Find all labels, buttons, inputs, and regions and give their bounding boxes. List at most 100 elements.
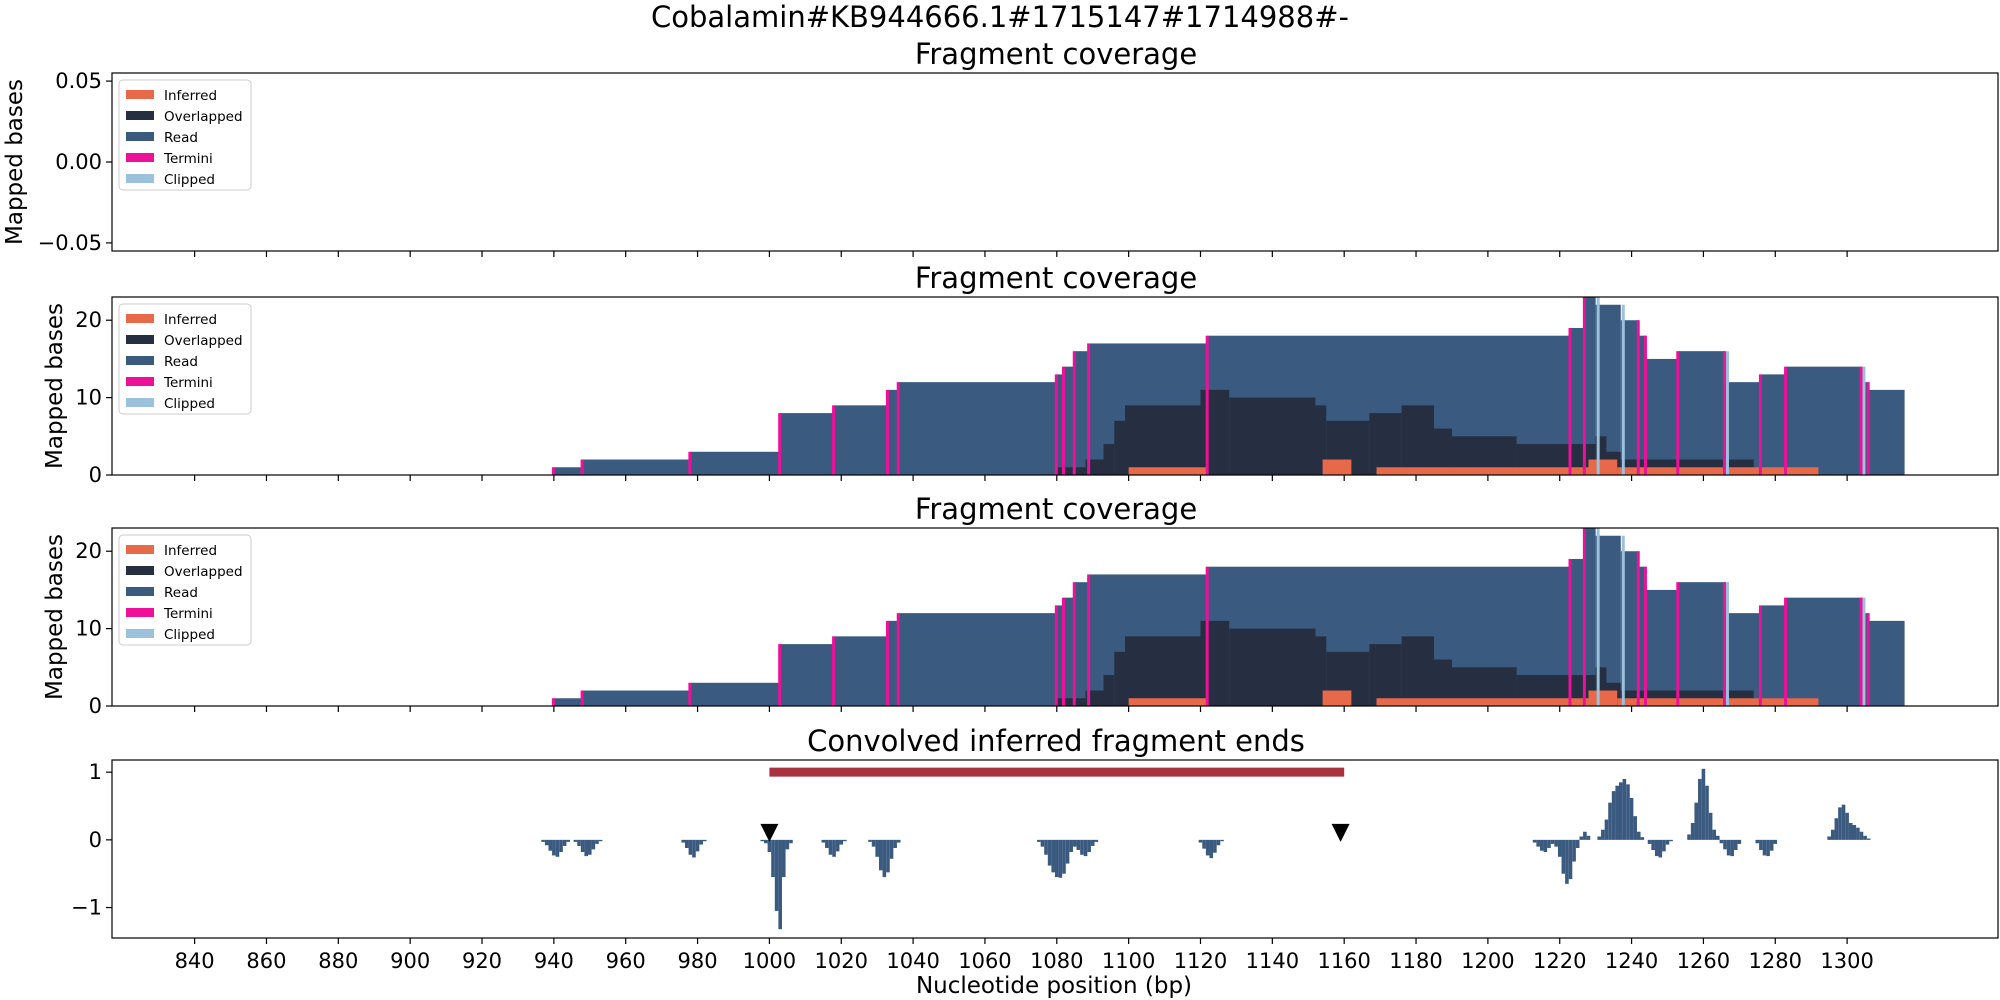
signal-bar xyxy=(1773,839,1778,844)
signal-bar xyxy=(1633,816,1637,840)
signal-bar xyxy=(1665,839,1670,845)
area-overlapped-segment xyxy=(1200,620,1230,706)
signal-bar xyxy=(1094,839,1099,842)
termini-mark xyxy=(1568,327,1572,475)
area-inferred-segment xyxy=(1588,459,1618,475)
x-tick-label: 1220 xyxy=(1533,949,1586,973)
panel-frame xyxy=(111,296,1999,476)
panel-2: 0 10 20 Fragment coverage Mapped bases Inferr… xyxy=(42,261,1999,487)
signal-bar xyxy=(1723,839,1727,850)
signal-bar xyxy=(702,839,707,842)
signal-bar xyxy=(1087,839,1091,853)
fragment-end-marker xyxy=(1331,823,1350,842)
area-read-segment xyxy=(1570,327,1585,475)
area-overlapped-segment xyxy=(1056,698,1086,706)
signal-bar xyxy=(1072,839,1077,847)
legend-swatch xyxy=(126,398,154,407)
signal-bar xyxy=(1080,839,1084,855)
area-overlapped-segment xyxy=(1114,420,1126,475)
termini-mark xyxy=(1758,374,1762,475)
signal-bar xyxy=(882,839,887,878)
signal-bar xyxy=(1838,807,1842,840)
termini-mark xyxy=(778,644,782,706)
termini-mark xyxy=(1722,351,1726,475)
legend-frame xyxy=(118,79,252,191)
signal-bar xyxy=(1561,839,1566,874)
y-tick-label: 20 xyxy=(75,308,102,332)
signal-bar xyxy=(1856,827,1860,840)
area-read-segment xyxy=(553,467,583,475)
termini-mark xyxy=(1866,382,1870,475)
area-read-segment xyxy=(690,682,781,706)
signal-bar xyxy=(1047,839,1052,866)
area-inferred-segment xyxy=(1376,698,1589,706)
signal-bar xyxy=(1694,802,1699,840)
signal-bar xyxy=(595,839,599,844)
clipped-mark xyxy=(1596,528,1600,706)
signal-bar xyxy=(681,839,685,843)
signal-bar xyxy=(878,839,883,871)
termini-mark xyxy=(1676,582,1680,706)
signal-bar xyxy=(1601,829,1605,840)
plot-area xyxy=(541,767,1871,930)
signal-bar xyxy=(1058,839,1063,878)
panel-1: −0.05 0.00 0.05 Fragment coverage Mapped bas… xyxy=(2,37,1999,257)
termini-mark xyxy=(1054,374,1058,475)
legend-swatch xyxy=(126,314,154,323)
signal-bar xyxy=(541,839,545,842)
signal-bar xyxy=(1733,839,1738,851)
legend-swatch xyxy=(126,90,154,99)
area-read-segment xyxy=(1074,582,1090,706)
x-tick-label: 920 xyxy=(462,949,502,973)
signal-bar xyxy=(1583,831,1587,840)
area-overlapped-segment xyxy=(1369,413,1402,475)
area-read-segment xyxy=(1868,389,1905,475)
signal-bar xyxy=(1830,829,1835,840)
clipped-mark xyxy=(1862,366,1866,475)
legend-label: Termini xyxy=(163,151,213,167)
legend-swatch xyxy=(126,111,154,120)
signal-bar xyxy=(1647,839,1652,844)
signal-bar xyxy=(1202,839,1206,849)
area-read-segment xyxy=(1620,551,1639,706)
signal-bar xyxy=(1759,839,1763,851)
area-read-segment xyxy=(1638,566,1646,706)
signal-bar xyxy=(1755,839,1760,844)
area-overlapped-segment xyxy=(1433,428,1452,475)
signal-bar xyxy=(1037,839,1041,842)
area-read-segment xyxy=(1760,605,1787,706)
clipped-mark xyxy=(1725,582,1729,706)
plot-area xyxy=(551,297,1905,475)
area-read-segment xyxy=(582,690,691,706)
termini-mark xyxy=(832,405,836,475)
panel-4: −1 0 1 840 860 880 900 920 940 960 980 1000 1020 1040… xyxy=(71,724,1999,973)
area-read-segment xyxy=(1678,351,1725,475)
termini-mark xyxy=(551,698,555,706)
area-overlapped-segment xyxy=(1401,636,1434,706)
signal-bar xyxy=(1715,835,1720,840)
x-tick-label: 1120 xyxy=(1174,949,1227,973)
y-tick-label: 0.00 xyxy=(55,150,102,174)
termini-mark xyxy=(1866,613,1870,706)
x-tick-label: 1100 xyxy=(1102,949,1155,973)
termini-mark xyxy=(688,682,692,706)
signal-bar xyxy=(781,839,786,878)
signal-bar xyxy=(1572,839,1576,862)
legend-frame xyxy=(118,303,252,415)
area-inferred-segment xyxy=(1588,690,1618,706)
y-tick-label: 10 xyxy=(75,617,102,641)
panel-ylabel: Mapped bases xyxy=(2,79,28,245)
signal-bar xyxy=(778,839,782,930)
legend-label: Read xyxy=(164,354,198,370)
signal-bar xyxy=(1575,839,1580,848)
area-overlapped-segment xyxy=(1103,444,1115,475)
area-read-segment xyxy=(1678,582,1725,706)
signal-bar xyxy=(1543,839,1548,853)
fragment-end-marker xyxy=(760,823,779,842)
signal-bar xyxy=(1055,839,1059,878)
legend-swatch xyxy=(126,566,154,575)
termini-mark xyxy=(1859,366,1863,475)
signal-bar xyxy=(1209,839,1214,859)
legend-label: Termini xyxy=(163,606,213,622)
